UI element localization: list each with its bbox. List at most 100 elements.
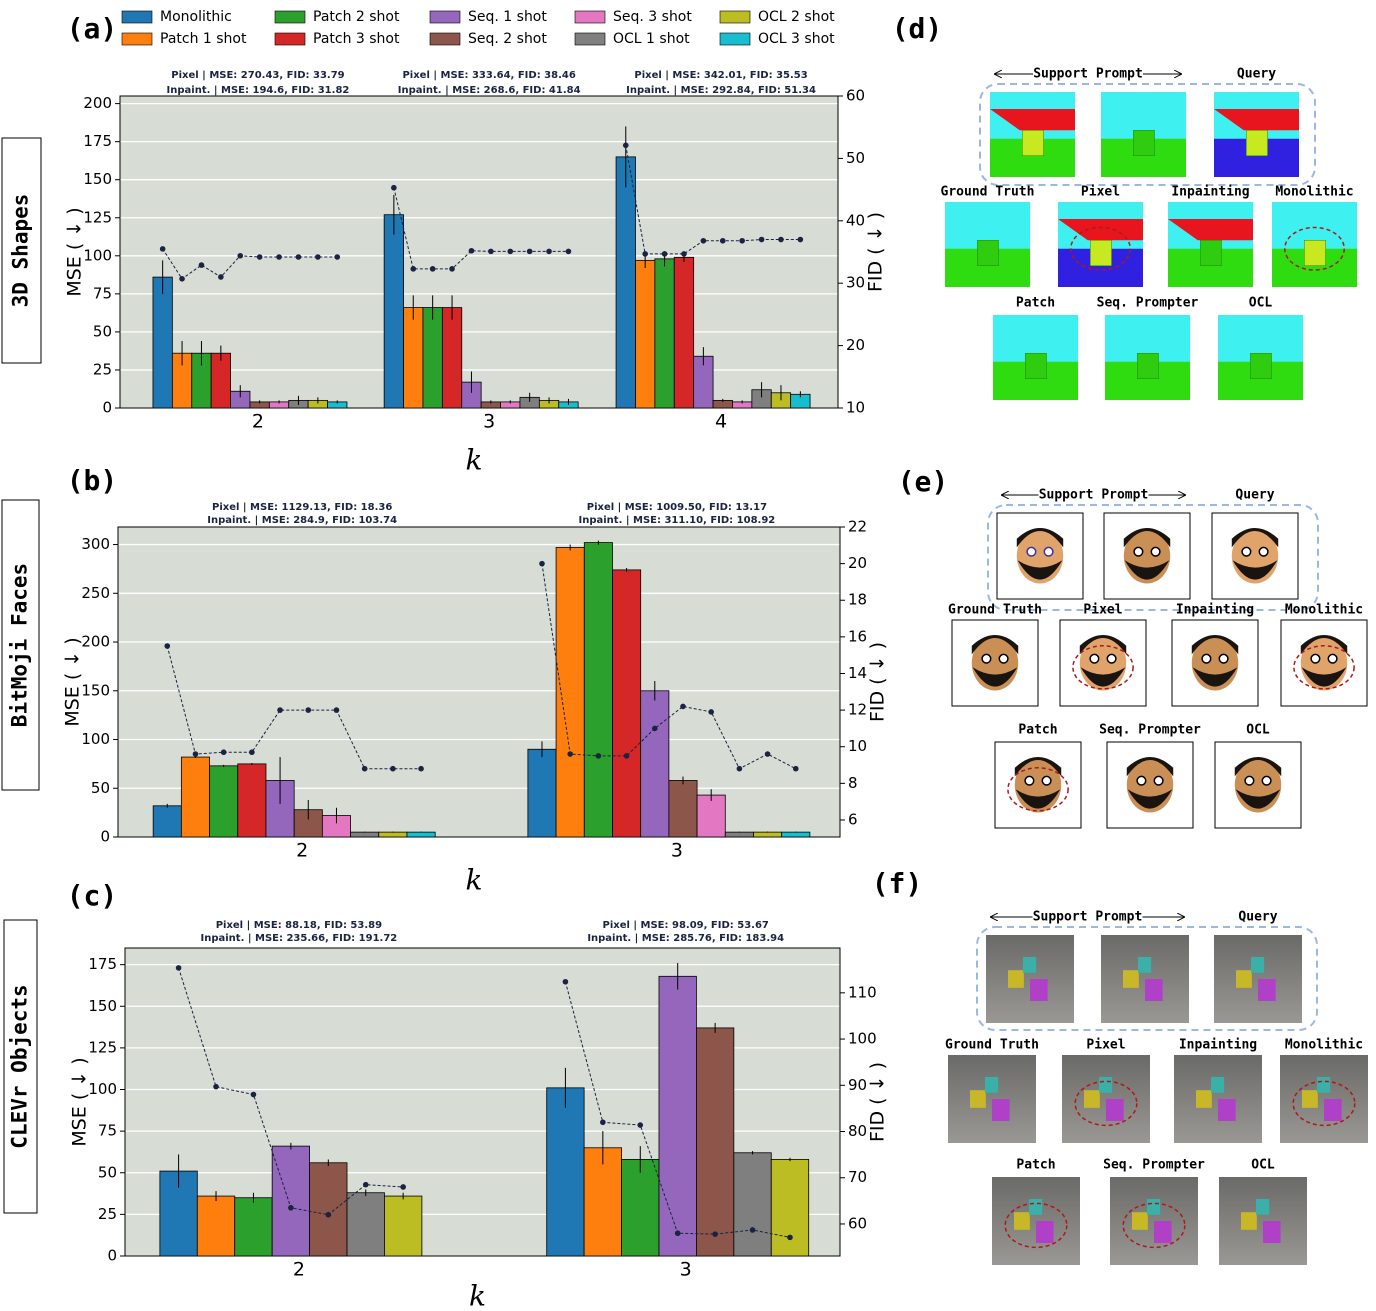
wall [990,109,1075,131]
row-label-box [1,499,40,791]
bar [770,1159,810,1257]
cube [1030,979,1048,1001]
y2-tick-label: 30 [846,274,865,292]
cube [1196,1090,1212,1108]
fid-point [429,266,436,272]
fid-point [333,707,340,713]
legend-label: Seq. 2 shot [468,31,547,47]
bar [555,547,585,838]
bar [152,805,182,838]
cube [1084,1090,1100,1108]
hair [1014,757,1062,777]
y2-axis-label: FID ( ↓ ) [867,642,889,722]
bar [696,1027,735,1257]
image-tile [1174,1055,1262,1143]
y2-tick-label: 90 [848,1076,867,1094]
y-tick-label: 100 [88,1080,117,1098]
y-tick-label: 50 [98,1163,117,1181]
beard [1235,789,1281,809]
caption: Ground Truth [948,603,1042,618]
eye [1310,653,1321,664]
y2-tick-label: 70 [848,1168,867,1186]
fid-point [159,246,166,252]
image-tile [1272,202,1357,287]
bar [583,1147,622,1257]
cube [1255,1199,1270,1215]
fid-point [719,237,726,244]
image-tile [1103,512,1191,600]
bar [635,259,656,409]
fid-point [164,643,171,649]
fid-point [315,254,321,260]
annotation: Pixel | MSE: 88.18, FID: 53.89 [216,920,382,931]
y-tick-label: 50 [93,322,112,340]
fid-point [449,266,455,272]
image-tile [1171,619,1259,707]
y-tick-label: 200 [83,94,112,112]
fid-point [637,1122,644,1128]
bar [654,258,675,409]
cube [984,1077,999,1093]
fid-point [305,707,312,713]
fid-point [256,254,263,260]
x-axis-label: k [466,444,483,477]
caption: Patch [1018,723,1057,738]
caption: OCL [1249,296,1273,311]
fid-point [708,709,714,715]
y-tick-label: 125 [88,1038,117,1056]
fid-point [418,765,424,772]
y-tick-label: 75 [98,1122,117,1140]
highlight [1293,645,1355,690]
y2-tick-label: 22 [848,518,867,536]
fid-point [220,749,227,756]
plot-area [120,96,838,408]
cube [1316,1077,1331,1093]
fid-point [681,251,687,257]
legend-swatch [719,32,751,46]
cube [1146,1199,1161,1215]
y2-tick-label: 80 [848,1122,867,1140]
bar [615,156,636,409]
cube [1210,1077,1225,1093]
y-tick-label: 0 [107,1247,117,1265]
fid-point [758,236,765,243]
fid-point [600,1119,606,1126]
legend-label: Patch 2 shot [313,9,400,25]
y2-tick-label: 12 [848,701,867,719]
y2-tick-label: 6 [848,810,858,828]
y2-tick-label: 50 [846,149,865,167]
image-tile [993,315,1078,400]
fid-point [595,753,602,759]
eye [981,653,992,664]
fid-point [562,978,569,985]
caption: Seq. Prompter [1103,1158,1205,1173]
caption: OCL [1251,1158,1275,1173]
fid-point [468,247,475,254]
cube [1236,970,1252,988]
plot-frame [124,947,841,1257]
image-tile [992,1177,1080,1265]
fid-point [218,274,224,280]
beard [1301,667,1347,687]
hair [971,635,1019,655]
eye [1244,775,1255,786]
caption: Inpainting [1176,603,1254,618]
fid-point [361,765,368,772]
hair [1234,757,1282,777]
bar [350,831,380,838]
y2-axis-label: FID ( ↓ ) [865,212,887,292]
fid-point [179,276,185,282]
y-tick-label: 100 [81,730,110,748]
bar [527,748,557,838]
image-tile [1280,1055,1368,1143]
annotation: Inpaint. | MSE: 292.84, FID: 51.34 [626,85,816,96]
image-tile [1110,1177,1198,1265]
legend-swatch [121,32,153,46]
annotation: Inpaint. | MSE: 235.66, FID: 191.72 [201,933,398,944]
panel-label: (f) [872,867,923,900]
image-tile [1059,619,1147,707]
y-axis-label: MSE ( ↓ ) [62,637,84,726]
caption: Monolithic [1285,603,1363,618]
bar [209,765,239,838]
